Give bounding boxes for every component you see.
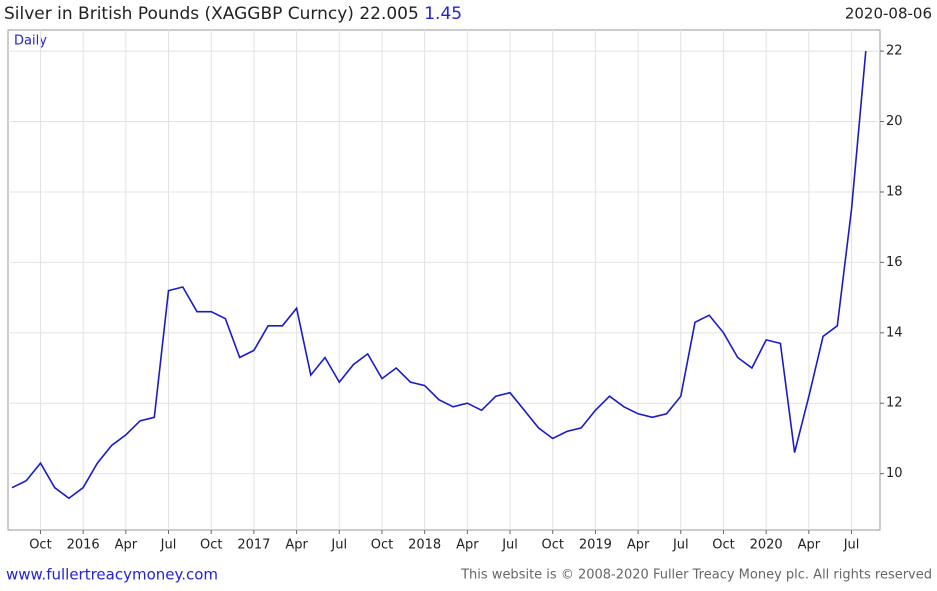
x-tick-label: 2016 (67, 538, 100, 553)
y-tick-label: 16 (886, 255, 903, 270)
title-text: Silver in British Pounds (XAGGBP Curncy)… (4, 4, 419, 24)
y-tick-label: 14 (886, 325, 903, 340)
x-tick-label: 2020 (750, 538, 783, 553)
x-tick-label: Oct (29, 538, 51, 553)
plot-area (7, 29, 881, 531)
y-tick-label: 10 (886, 466, 903, 481)
footer-link[interactable]: www.fullertreacymoney.com (6, 566, 218, 584)
y-tick-label: 22 (886, 44, 903, 59)
y-tick-label: 20 (886, 114, 903, 129)
x-tick-label: Jul (843, 538, 860, 553)
x-tick-label: Jul (160, 538, 177, 553)
x-tick-label: Oct (712, 538, 734, 553)
x-tick-label: Jul (501, 538, 518, 553)
y-tick-label: 18 (886, 184, 903, 199)
x-tick-label: Apr (627, 538, 650, 553)
footer-copyright: This website is © 2008-2020 Fuller Treac… (460, 568, 932, 583)
chart-title: Silver in British Pounds (XAGGBP Curncy)… (4, 4, 462, 24)
x-tick-label: 2019 (579, 538, 612, 553)
x-tick-label: Jul (672, 538, 689, 553)
x-tick-label: Apr (285, 538, 308, 553)
y-tick-label: 12 (886, 396, 903, 411)
x-tick-label: 2018 (408, 538, 441, 553)
price-line (11, 51, 867, 500)
x-tick-label: Oct (541, 538, 563, 553)
x-tick-label: Apr (115, 538, 138, 553)
x-tick-label: 2017 (237, 538, 270, 553)
date: 2020-08-06 (845, 5, 932, 23)
x-tick-label: Oct (200, 538, 222, 553)
change: 1.45 (424, 4, 462, 24)
x-tick-label: Jul (330, 538, 347, 553)
x-tick-label: Oct (371, 538, 393, 553)
annotation: Daily (14, 34, 47, 49)
x-tick-label: Apr (798, 538, 821, 553)
x-tick-label: Apr (456, 538, 479, 553)
